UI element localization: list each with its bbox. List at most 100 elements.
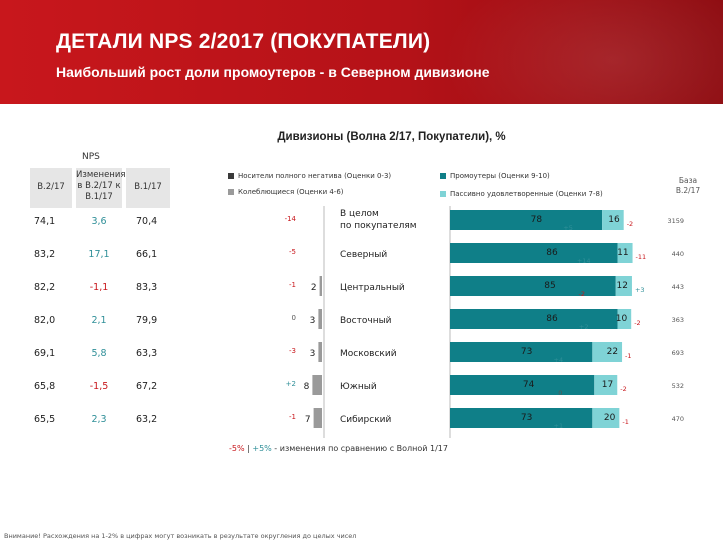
nps-b1-value: 63,2 <box>136 414 157 425</box>
bar-promoters <box>450 210 603 230</box>
bar-promoters <box>450 342 593 362</box>
legend-label-critics: Носители полного негатива (Оценки 0-3) <box>238 172 392 180</box>
legend-swatch-detractors <box>228 189 234 195</box>
bar-detractors-label: 8 <box>304 382 310 392</box>
nps-change-value: 2,3 <box>91 414 106 425</box>
bar-detractors <box>318 309 322 329</box>
detractors-delta-label: -3 <box>289 347 296 355</box>
base-value: 363 <box>672 316 684 324</box>
passives-delta-label: -2 <box>620 385 626 393</box>
nps-change-value: 5,8 <box>91 348 106 359</box>
bar-detractors <box>313 408 322 428</box>
detractors-delta-label: -1 <box>289 281 296 289</box>
category-label-line1: В целом <box>340 209 379 219</box>
legend-detractors: Колеблющиеся (Оценки 4-6) <box>228 188 344 196</box>
detractors-delta-label: -14 <box>285 215 297 223</box>
bar-promoters-label: 86 <box>546 314 558 324</box>
base-value: 532 <box>672 382 684 390</box>
change-legend-text: - изменения по сравнению с Волной 1/17 <box>271 444 448 453</box>
nps-change-value: 2,1 <box>91 315 106 326</box>
promoters-delta-label: -2 <box>579 290 585 298</box>
col-header-change: Изменения в В.2/17 к В.1/17 <box>76 168 126 208</box>
nps-label: NPS <box>82 152 100 162</box>
bar-promoters-label: 74 <box>523 380 535 390</box>
bar-passives-label: 11 <box>617 248 628 258</box>
page-subtitle: Наибольший рост доли промоутеров - в Сев… <box>56 64 490 80</box>
bar-passives <box>594 375 618 395</box>
category-label: Центральный <box>340 283 405 293</box>
bar-passives-label: 10 <box>616 314 628 324</box>
nps-b1-value: 66,1 <box>136 249 157 260</box>
promoters-delta-label: +5 <box>563 224 573 232</box>
nps-b2-value: 65,8 <box>34 381 55 392</box>
bar-passives-label: 16 <box>608 215 620 225</box>
legend-promoters: Промоутеры (Оценки 9-10) <box>440 172 550 180</box>
bar-detractors <box>312 375 322 395</box>
bar-passives <box>617 243 633 263</box>
nps-b2-value: 65,5 <box>34 414 55 425</box>
bar-detractors-label: 3 <box>310 316 316 326</box>
nps-b1-value: 67,2 <box>136 381 157 392</box>
nps-b2-value: 82,0 <box>34 315 55 326</box>
promoters-delta-label: +1 <box>554 422 564 430</box>
bar-promoters <box>450 309 618 329</box>
passives-delta-label: +3 <box>635 286 645 294</box>
nps-change-value: -1,5 <box>90 381 109 392</box>
passives-delta-label: -11 <box>636 253 647 261</box>
page-title: ДЕТАЛИ NPS 2/2017 (ПОКУПАТЕЛИ) <box>56 30 431 53</box>
category-label: Южный <box>340 382 377 392</box>
nps-b1-value: 79,9 <box>136 315 157 326</box>
change-legend-note: -5% | +5% - изменения по сравнению с Вол… <box>229 444 448 453</box>
base-header: База В.2/17 <box>675 176 701 195</box>
bar-passives-label: 22 <box>607 347 618 357</box>
bar-detractors <box>319 276 322 296</box>
nps-b1-value: 63,3 <box>136 348 157 359</box>
col-header-b2: В.2/17 <box>30 168 72 208</box>
promoters-delta-label: 0 <box>558 389 562 397</box>
base-value: 440 <box>672 250 684 258</box>
bar-promoters <box>450 243 618 263</box>
nps-change-value: 17,1 <box>88 249 109 260</box>
bar-passives-label: 17 <box>602 380 613 390</box>
bar-promoters-label: 86 <box>546 248 558 258</box>
category-label-line2: по покупателям <box>340 221 417 231</box>
promoters-delta-label: +2 <box>579 323 589 331</box>
legend-label-detractors: Колеблющиеся (Оценки 4-6) <box>238 188 344 196</box>
bar-promoters-label: 85 <box>544 281 555 291</box>
nps-b2-value: 69,1 <box>34 348 55 359</box>
change-legend-neg: -5% <box>229 444 245 453</box>
detractors-delta-label: 0 <box>292 314 296 322</box>
nps-change-value: 3,6 <box>91 216 106 227</box>
category-label: Московский <box>340 349 397 359</box>
category-label: Северный <box>340 250 387 260</box>
bar-detractors-label: 2 <box>311 283 317 293</box>
bar-passives <box>592 408 620 428</box>
bar-passives-label: 12 <box>616 281 627 291</box>
category-label: Восточный <box>340 316 392 326</box>
nps-b1-value: 83,3 <box>136 282 157 293</box>
nps-b1-value: 70,4 <box>136 216 157 227</box>
bar-passives-label: 20 <box>604 413 616 423</box>
nps-b2-value: 83,2 <box>34 249 55 260</box>
promoters-delta-label: +4 <box>554 356 564 364</box>
passives-delta-label: -1 <box>625 352 631 360</box>
bar-promoters <box>450 276 616 296</box>
bar-promoters <box>450 375 595 395</box>
change-legend-sep: | <box>244 444 253 453</box>
bar-detractors <box>318 342 322 362</box>
nps-change-value: -1,1 <box>90 282 109 293</box>
bar-promoters-label: 78 <box>531 215 543 225</box>
detractors-delta-label: -1 <box>289 413 296 421</box>
bar-promoters-label: 73 <box>521 413 532 423</box>
bar-passives <box>602 210 624 230</box>
passives-delta-label: -2 <box>634 319 640 327</box>
passives-delta-label: -1 <box>622 418 628 426</box>
detractors-delta-label: +2 <box>286 380 296 388</box>
legend-swatch-passives <box>440 191 446 197</box>
nps-b2-value: 82,2 <box>34 282 55 293</box>
change-legend-pos: +5% <box>252 444 272 453</box>
promoters-delta-label: +14 <box>577 257 591 265</box>
chart-title: Дивизионы (Волна 2/17, Покупатели), % <box>277 131 506 143</box>
passives-delta-label: -2 <box>627 220 633 228</box>
